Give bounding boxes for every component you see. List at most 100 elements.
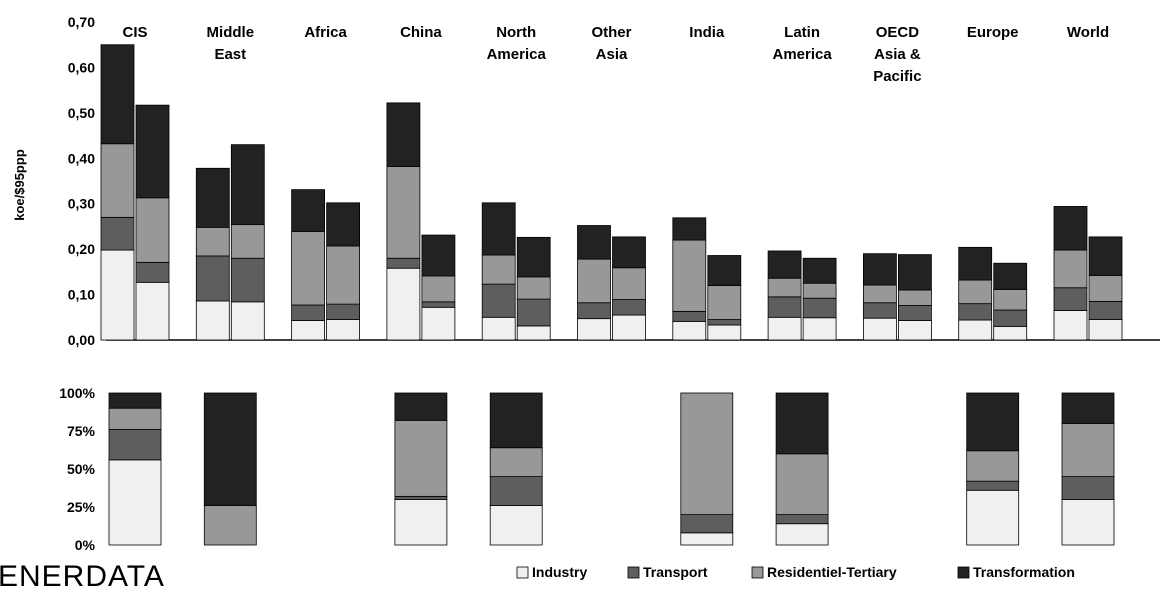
- bar-segment-transformation: [135, 104, 170, 199]
- share-segment-transport: [1061, 476, 1115, 500]
- share-segment-industry: [108, 459, 162, 546]
- bar-segment-industry: [386, 267, 421, 341]
- bar-segment-residentiel-tertiary: [612, 267, 646, 300]
- share-segment-transport: [394, 495, 448, 500]
- category-label: World: [1067, 24, 1109, 41]
- y-tick-label: 0,40: [68, 150, 95, 166]
- share-segment-transport: [108, 429, 162, 461]
- bar-segment-transformation: [672, 217, 707, 241]
- bar-segment-transformation: [707, 255, 742, 286]
- bar-segment-transformation: [386, 102, 421, 167]
- share-segment-industry: [775, 523, 829, 546]
- bar-segment-residentiel-tertiary: [577, 258, 611, 304]
- category-label: Asia &: [874, 46, 921, 63]
- enerdata-logo: ENERDATA: [0, 560, 165, 586]
- bar-segment-transformation: [993, 262, 1028, 290]
- bar-segment-industry: [612, 314, 646, 341]
- bar-segment-industry: [135, 281, 170, 341]
- share-segment-transport: [680, 514, 734, 534]
- bar-segment-transformation: [898, 254, 932, 291]
- share-segment-residentiel-tertiary: [966, 450, 1020, 482]
- bar-segment-transformation: [1088, 236, 1123, 276]
- y-axis-label: koe/$95ppp: [12, 149, 27, 221]
- bar-segment-transformation: [958, 246, 993, 281]
- bar-segment-residentiel-tertiary: [672, 239, 707, 312]
- bar-segment-transport: [195, 255, 230, 302]
- bar-segment-industry: [1088, 319, 1123, 341]
- bar-segment-industry: [958, 319, 993, 341]
- bar-segment-industry: [291, 320, 326, 341]
- category-label: Other: [591, 24, 631, 41]
- bar-segment-industry: [230, 301, 265, 341]
- bar-segment-residentiel-tertiary: [230, 224, 265, 259]
- category-label: Europe: [967, 24, 1019, 41]
- share-segment-industry: [489, 505, 543, 546]
- percent-tick-label: 50%: [67, 461, 96, 477]
- bar-segment-industry: [516, 325, 551, 341]
- bar-segment-transport: [577, 302, 611, 320]
- bar-segment-transformation: [195, 167, 230, 228]
- percent-tick-label: 0%: [75, 537, 96, 553]
- share-segment-transformation: [203, 392, 257, 506]
- bar-segment-transport: [230, 257, 265, 303]
- bar-segment-transformation: [100, 44, 135, 145]
- share-segment-residentiel-tertiary: [680, 392, 734, 515]
- bar-segment-transport: [802, 297, 837, 319]
- bar-segment-transport: [481, 283, 516, 318]
- bar-segment-transport: [1088, 300, 1123, 320]
- bar-segment-residentiel-tertiary: [802, 282, 837, 299]
- bar-segment-residentiel-tertiary: [767, 277, 802, 298]
- legend-swatch: [516, 566, 529, 579]
- y-tick-label: 0,50: [68, 105, 95, 121]
- bar-segment-transport: [672, 310, 707, 322]
- category-label: Africa: [304, 24, 347, 41]
- bar-segment-residentiel-tertiary: [958, 279, 993, 305]
- share-segment-residentiel-tertiary: [203, 505, 257, 546]
- bar-segment-residentiel-tertiary: [993, 289, 1028, 311]
- share-segment-residentiel-tertiary: [394, 419, 448, 497]
- y-tick-label: 0,00: [68, 332, 95, 348]
- share-segment-transformation: [966, 392, 1020, 452]
- share-segment-transformation: [489, 392, 543, 449]
- bar-segment-residentiel-tertiary: [326, 245, 361, 305]
- bar-segment-transport: [958, 303, 993, 321]
- bar-segment-transformation: [767, 250, 802, 279]
- category-label: Pacific: [873, 68, 921, 85]
- bar-segment-transport: [1053, 287, 1088, 311]
- bar-segment-industry: [802, 317, 837, 341]
- bar-segment-industry: [767, 316, 802, 341]
- category-label: America: [772, 46, 832, 63]
- share-segment-transport: [966, 480, 1020, 491]
- bar-segment-transport: [612, 299, 646, 316]
- category-label: OECD: [876, 24, 920, 41]
- bar-segment-residentiel-tertiary: [386, 166, 421, 259]
- share-segment-transport: [489, 476, 543, 506]
- bar-segment-industry: [993, 325, 1028, 341]
- y-tick-label: 0,30: [68, 196, 95, 212]
- bar-segment-transformation: [326, 202, 361, 247]
- percent-tick-label: 75%: [67, 423, 96, 439]
- bar-segment-residentiel-tertiary: [707, 285, 742, 320]
- bar-segment-residentiel-tertiary: [898, 289, 932, 306]
- category-label: America: [487, 46, 547, 63]
- bar-segment-industry: [672, 320, 707, 341]
- category-label: China: [400, 24, 442, 41]
- legend-label: Industry: [532, 564, 587, 580]
- bar-segment-industry: [195, 300, 230, 341]
- bar-segment-residentiel-tertiary: [863, 284, 897, 304]
- share-segment-industry: [680, 532, 734, 546]
- bar-segment-residentiel-tertiary: [481, 254, 516, 285]
- bar-segment-residentiel-tertiary: [135, 197, 170, 263]
- bar-segment-transformation: [421, 234, 456, 277]
- bar-segment-residentiel-tertiary: [1088, 275, 1123, 302]
- bar-segment-industry: [863, 317, 897, 341]
- category-label: CIS: [122, 24, 147, 41]
- category-label: East: [214, 46, 246, 63]
- bar-segment-industry: [481, 316, 516, 341]
- bar-segment-transport: [516, 298, 551, 327]
- bar-segment-transport: [898, 305, 932, 321]
- bar-segment-transport: [993, 309, 1028, 327]
- bar-segment-transformation: [577, 225, 611, 260]
